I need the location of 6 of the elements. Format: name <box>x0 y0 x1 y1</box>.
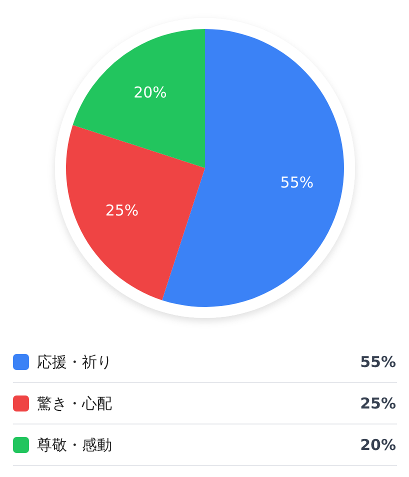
legend-label: 尊敬・感動 <box>37 436 112 454</box>
legend-label: 応援・祈り <box>37 353 112 371</box>
data-label: 55% <box>280 174 314 192</box>
legend-label: 驚き・心配 <box>37 394 112 412</box>
data-label: 25% <box>105 201 139 220</box>
data-label: 20% <box>134 84 167 102</box>
